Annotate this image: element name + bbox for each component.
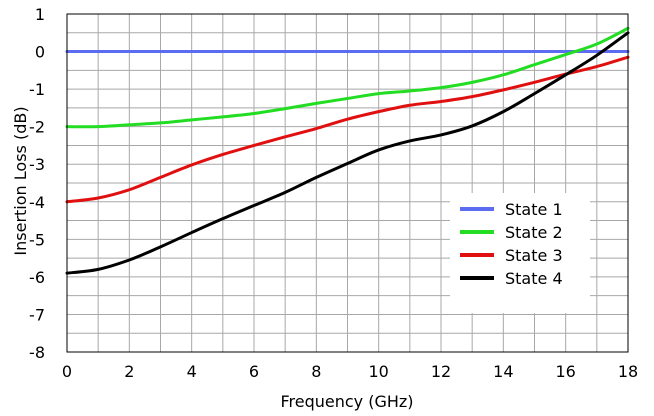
- y-axis-title: Insertion Loss (dB): [11, 106, 30, 255]
- y-tick-label: -7: [29, 305, 45, 324]
- x-tick-labels: 0 2 4 6 8 10 12 14 16 18: [62, 362, 638, 381]
- y-tick-label: -3: [29, 155, 45, 174]
- x-axis-title: Frequency (GHz): [280, 392, 413, 411]
- series-line-state-3: [65, 55, 630, 204]
- x-tick-label: 6: [249, 362, 259, 381]
- legend: State 1 State 2 State 3 State 4: [450, 193, 590, 313]
- series-line-state-2: [65, 26, 630, 129]
- series-lines: [65, 26, 630, 275]
- plot-frame: [66, 13, 629, 353]
- y-tick-label: -8: [29, 343, 45, 362]
- y-tick-label: 1: [35, 5, 45, 24]
- series-line-state-4: [65, 31, 630, 275]
- x-tick-label: 8: [311, 362, 321, 381]
- legend-label: State 3: [505, 246, 563, 265]
- x-tick-label: 14: [493, 362, 513, 381]
- y-tick-label: -6: [29, 268, 45, 287]
- x-tick-label: 16: [555, 362, 575, 381]
- legend-label: State 1: [505, 200, 563, 219]
- x-tick-label: 12: [431, 362, 451, 381]
- x-tick-label: 2: [124, 362, 134, 381]
- y-tick-label: -1: [29, 80, 45, 99]
- x-tick-label: 0: [62, 362, 72, 381]
- legend-label: State 2: [505, 223, 563, 242]
- x-tick-label: 18: [618, 362, 638, 381]
- y-tick-labels: 1 0 -1 -2 -3 -4 -5 -6 -7 -8: [29, 5, 45, 362]
- y-tick-label: 0: [35, 43, 45, 62]
- y-tick-label: -2: [29, 118, 45, 137]
- y-tick-label: -5: [29, 230, 45, 249]
- legend-label: State 4: [505, 269, 563, 288]
- y-tick-label: -4: [29, 193, 45, 212]
- x-tick-label: 10: [368, 362, 388, 381]
- x-tick-label: 4: [187, 362, 197, 381]
